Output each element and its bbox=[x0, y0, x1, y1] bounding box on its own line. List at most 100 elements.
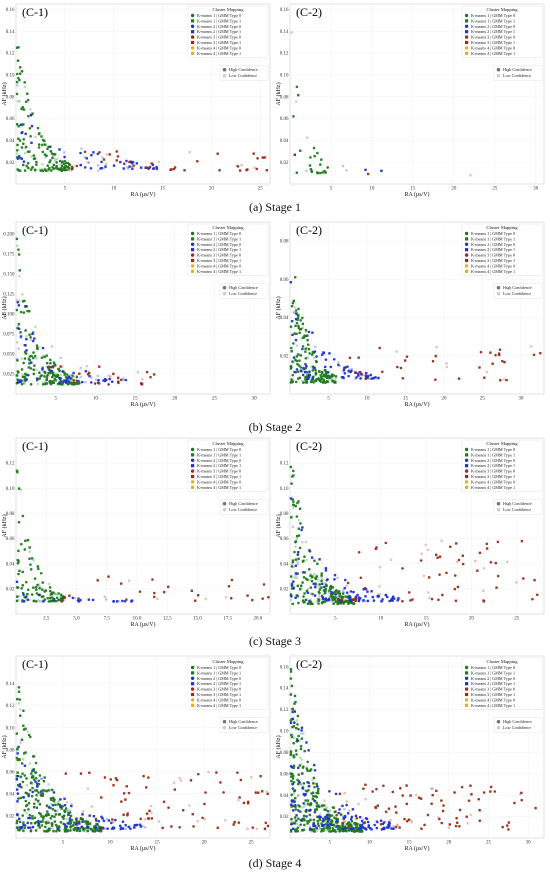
confidence-label: High Confidence bbox=[503, 501, 532, 506]
data-point bbox=[60, 599, 64, 603]
data-point bbox=[438, 817, 441, 821]
y-tick-label: 0.10 bbox=[280, 730, 289, 735]
data-point bbox=[496, 540, 500, 544]
data-point bbox=[122, 167, 125, 170]
data-point bbox=[41, 792, 45, 795]
data-point bbox=[204, 597, 207, 601]
data-point bbox=[338, 808, 341, 811]
data-point bbox=[86, 787, 90, 790]
data-point bbox=[357, 596, 361, 599]
data-point bbox=[152, 373, 156, 376]
data-point bbox=[311, 575, 314, 578]
x-tick-label: 2.5 bbox=[43, 617, 50, 622]
data-point bbox=[27, 801, 31, 805]
data-point bbox=[68, 808, 71, 812]
data-point bbox=[292, 804, 295, 808]
data-point bbox=[28, 762, 32, 765]
data-point bbox=[52, 154, 55, 157]
data-point bbox=[22, 796, 26, 799]
data-point bbox=[364, 798, 367, 801]
data-point bbox=[250, 776, 253, 779]
data-point bbox=[343, 791, 346, 795]
data-point bbox=[37, 567, 40, 570]
data-point bbox=[219, 781, 222, 784]
data-point bbox=[297, 314, 300, 317]
data-point bbox=[291, 503, 295, 506]
data-point bbox=[320, 158, 323, 161]
confidence-label: High Confidence bbox=[229, 501, 258, 506]
data-point bbox=[109, 778, 113, 781]
data-point bbox=[50, 798, 53, 801]
data-point bbox=[296, 352, 299, 356]
data-point bbox=[293, 153, 297, 156]
data-point bbox=[28, 546, 31, 549]
data-point bbox=[17, 248, 20, 251]
data-point bbox=[130, 165, 133, 168]
y-tick-label: 0.075 bbox=[3, 333, 15, 338]
data-point bbox=[382, 784, 385, 788]
data-point bbox=[68, 826, 72, 830]
data-point bbox=[321, 597, 325, 601]
data-point bbox=[103, 776, 107, 779]
data-point bbox=[224, 595, 228, 599]
data-point bbox=[188, 804, 191, 807]
data-point bbox=[21, 772, 24, 775]
data-point bbox=[389, 818, 392, 822]
data-point bbox=[447, 826, 451, 829]
data-point bbox=[347, 595, 351, 598]
data-point bbox=[307, 788, 310, 792]
data-point bbox=[326, 819, 330, 823]
data-point bbox=[293, 800, 296, 803]
data-point bbox=[45, 362, 49, 365]
y-tick-label: 0.08 bbox=[280, 751, 289, 756]
data-point bbox=[355, 376, 358, 379]
data-point bbox=[338, 829, 342, 833]
data-point bbox=[39, 169, 43, 172]
panel-tag: (C-1) bbox=[22, 657, 48, 671]
data-point bbox=[20, 107, 23, 111]
data-point bbox=[313, 810, 317, 814]
data-point bbox=[300, 726, 304, 730]
data-point bbox=[238, 796, 241, 799]
data-point bbox=[30, 124, 34, 128]
data-point bbox=[94, 378, 98, 382]
data-point bbox=[308, 352, 311, 355]
data-point bbox=[63, 373, 66, 376]
data-point bbox=[32, 586, 35, 589]
data-point bbox=[430, 597, 434, 601]
data-point bbox=[315, 829, 319, 833]
data-point bbox=[314, 795, 317, 798]
data-point bbox=[328, 376, 331, 380]
data-point bbox=[132, 826, 136, 829]
data-point bbox=[302, 781, 306, 785]
data-point bbox=[70, 167, 74, 171]
x-tick-label: 10 bbox=[364, 397, 370, 402]
data-point bbox=[331, 598, 335, 602]
data-point bbox=[382, 826, 385, 830]
data-point bbox=[435, 789, 438, 793]
data-point bbox=[298, 805, 301, 808]
data-point bbox=[306, 785, 310, 788]
data-point bbox=[376, 377, 379, 380]
data-point bbox=[359, 823, 362, 827]
data-point bbox=[498, 353, 501, 357]
legend-entry-label: K-means 2 | GMM Type 0 bbox=[197, 24, 241, 29]
row-stage-1: 5 10 15 20 25 0.02 0.04 0.06 0.08 0.10 0.12 0.14 0.1… bbox=[0, 0, 550, 214]
confidence-legend-box bbox=[493, 717, 543, 733]
legend-marker bbox=[465, 30, 469, 34]
data-point bbox=[52, 380, 55, 383]
data-point bbox=[29, 134, 32, 138]
data-point bbox=[313, 808, 317, 811]
data-point bbox=[26, 309, 29, 313]
data-point bbox=[119, 827, 123, 831]
data-point bbox=[387, 807, 391, 810]
data-point bbox=[478, 366, 481, 369]
data-point bbox=[448, 545, 452, 549]
data-point bbox=[495, 586, 498, 589]
x-tick-label: 25 bbox=[514, 617, 520, 622]
legend-entry-label: K-means 4 | GMM Type 1 bbox=[197, 703, 241, 708]
data-point bbox=[29, 829, 33, 832]
data-point bbox=[364, 168, 367, 172]
confidence-legend-box bbox=[219, 499, 269, 515]
data-point bbox=[64, 161, 68, 165]
